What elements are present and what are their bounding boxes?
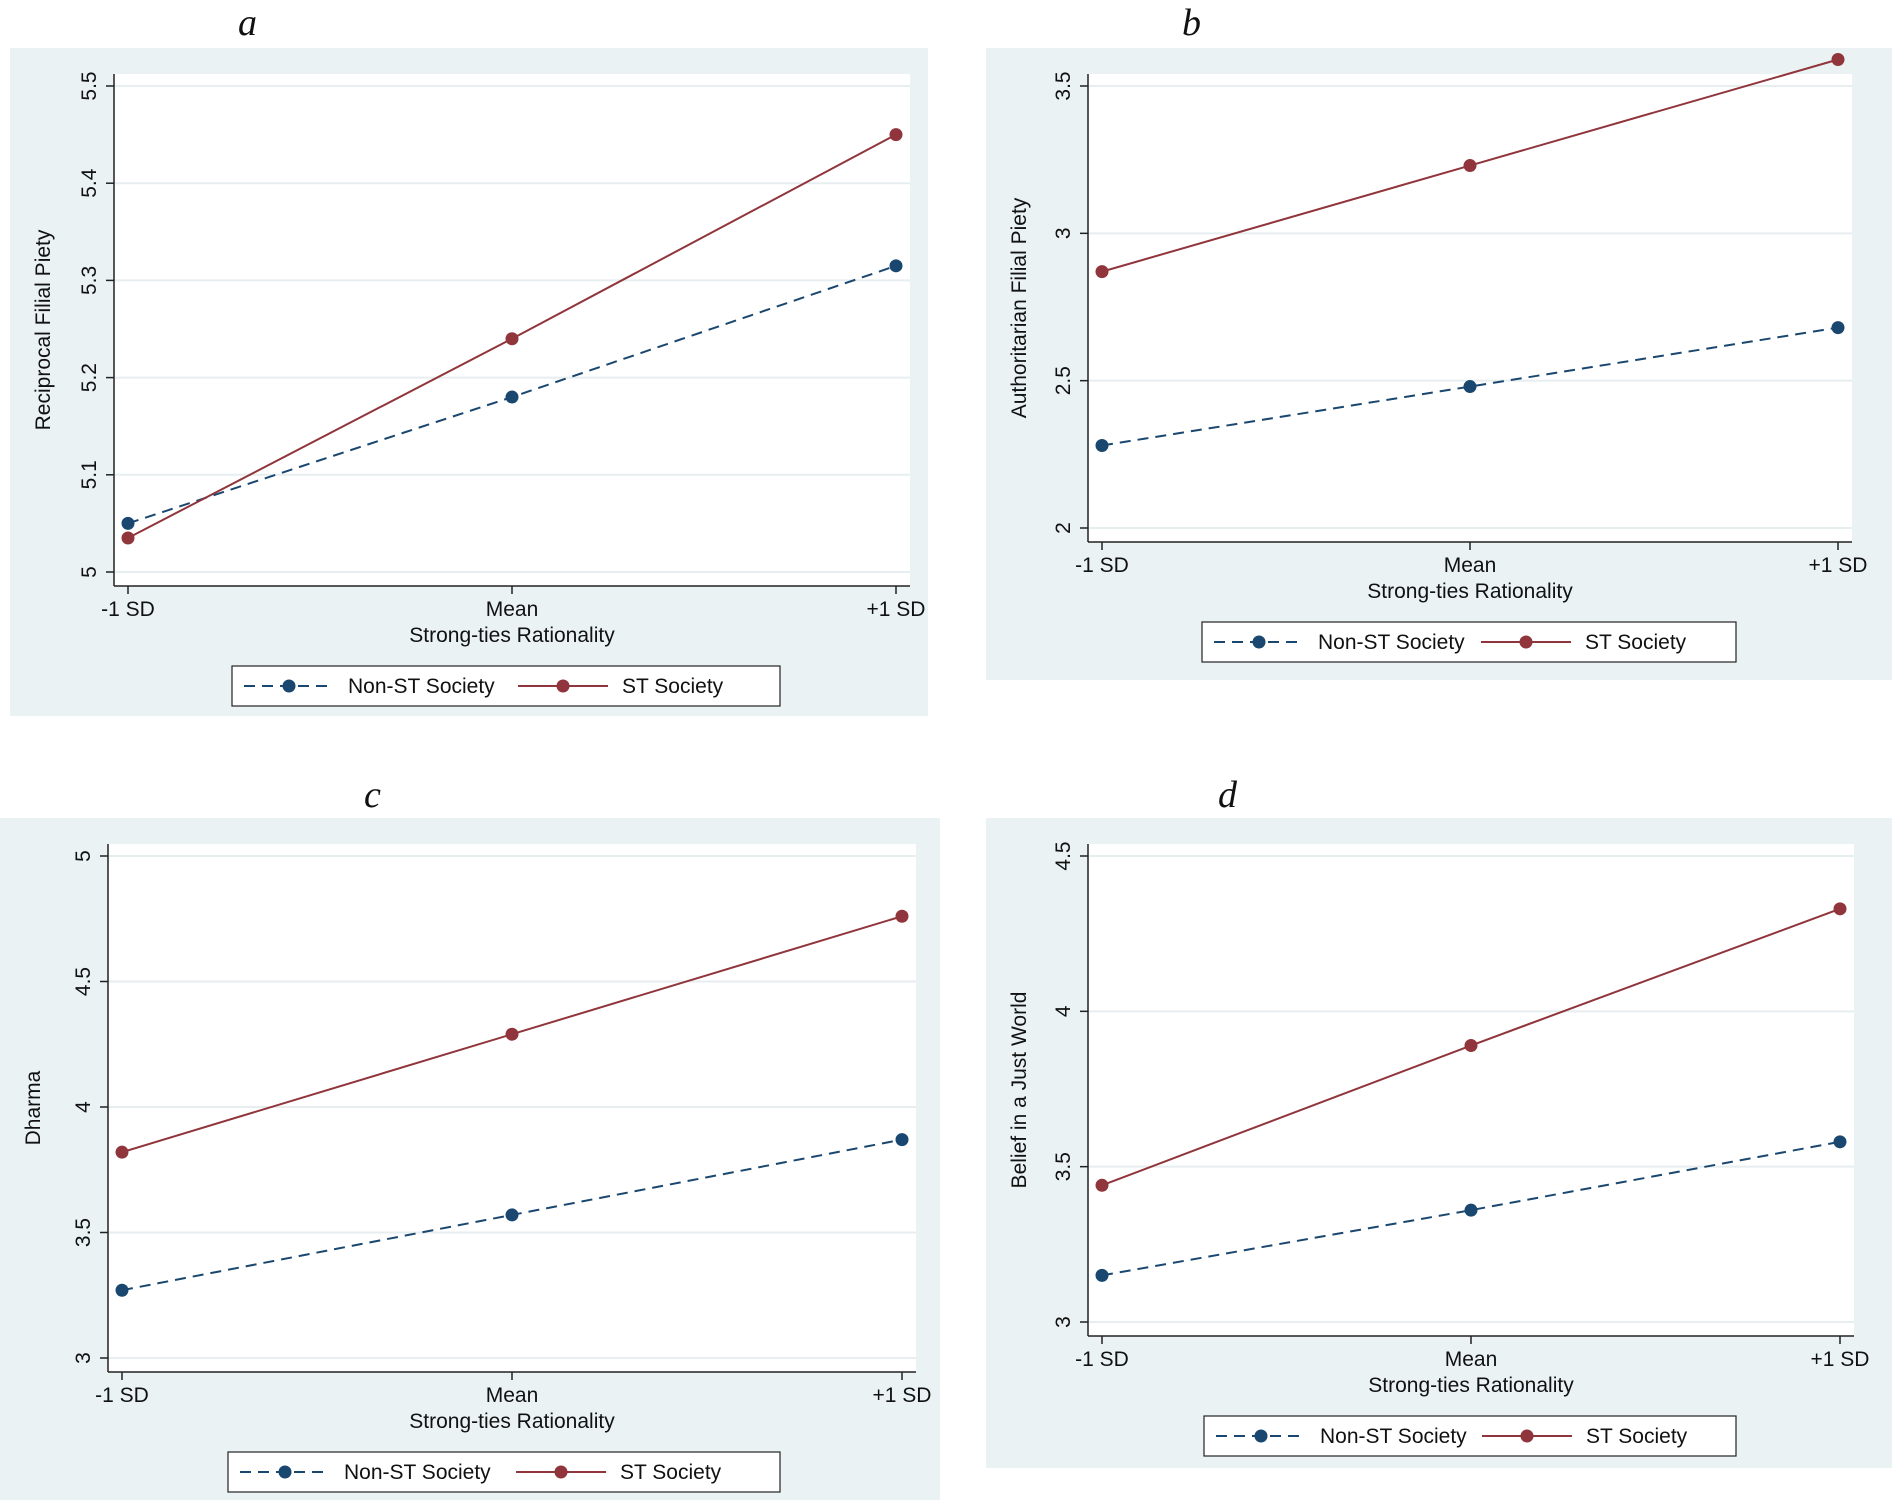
legend-label-st: ST Society	[1586, 1425, 1688, 1448]
y-tick-label: 4.5	[1052, 841, 1075, 870]
y-tick-label: 4.5	[72, 967, 95, 996]
y-tick-label: 5.2	[78, 363, 101, 392]
legend-marker	[1252, 635, 1266, 649]
chart-panel-a: 5 5.1 5.2 5.3 5.4 5.5 -1 SD Mean +1 SD Strong-tie…	[10, 48, 928, 716]
data-point-st	[1463, 159, 1477, 173]
data-point-non-st	[889, 259, 903, 273]
legend-label-non-st: Non-ST Society	[1318, 631, 1465, 654]
y-tick-label: 4	[72, 1101, 95, 1113]
x-tick-label: +1 SD	[867, 598, 926, 621]
legend-marker	[278, 1465, 292, 1479]
y-tick-label: 2.5	[1052, 366, 1075, 395]
legend-marker	[1519, 635, 1533, 649]
data-point-st	[1833, 902, 1847, 916]
data-point-st	[1095, 1178, 1109, 1192]
data-point-non-st	[1463, 380, 1477, 394]
data-point-st	[505, 1027, 519, 1041]
y-axis-title: Belief in a Just World	[1008, 992, 1031, 1189]
chart-panel-d: 3 3.5 4 4.5 -1 SD Mean +1 SD Strong-ties Ration…	[986, 818, 1892, 1468]
x-tick-label: -1 SD	[1075, 1348, 1129, 1371]
data-point-non-st	[121, 516, 135, 530]
y-tick-label: 3.5	[1052, 71, 1075, 100]
legend-marker	[1254, 1429, 1268, 1443]
data-point-non-st	[115, 1283, 129, 1297]
data-point-non-st	[1095, 438, 1109, 452]
data-point-non-st	[1833, 1135, 1847, 1149]
y-tick-label: 5.1	[78, 460, 101, 489]
y-tick-label: 3.5	[72, 1218, 95, 1247]
series-line-non-st	[1101, 326, 1839, 447]
x-tick-label: +1 SD	[1809, 554, 1868, 577]
x-axis-title: Strong-ties Rationality	[409, 1410, 615, 1433]
legend-label-non-st: Non-ST Society	[348, 675, 495, 698]
legend-marker	[1520, 1429, 1534, 1443]
x-tick-label: Mean	[1444, 554, 1497, 577]
plot-area	[1088, 74, 1852, 542]
legend-label-st: ST Society	[620, 1461, 722, 1484]
x-axis-title: Strong-ties Rationality	[1367, 580, 1573, 603]
y-tick-label: 5.4	[78, 168, 101, 198]
data-point-st	[889, 128, 903, 142]
panel-letter-b: b	[1182, 2, 1201, 44]
x-tick-label: Mean	[1445, 1348, 1498, 1371]
legend-marker	[282, 679, 296, 693]
data-point-non-st	[1831, 321, 1845, 335]
chart-panel-c: 3 3.5 4 4.5 5 -1 SD Mean +1 SD Strong-ties Ratio…	[0, 818, 940, 1500]
y-tick-label: 5	[72, 850, 95, 862]
y-axis-title: Reciprocal Filial Piety	[32, 229, 55, 430]
data-point-st	[121, 531, 135, 545]
data-point-st	[1831, 52, 1845, 66]
data-point-st	[1095, 265, 1109, 279]
legend-marker	[556, 679, 570, 693]
y-tick-label: 3.5	[1052, 1152, 1075, 1181]
data-point-st	[1464, 1039, 1478, 1053]
x-tick-label: -1 SD	[1075, 554, 1129, 577]
legend-label-st: ST Society	[1585, 631, 1687, 654]
data-point-non-st	[505, 390, 519, 404]
y-tick-label: 3	[72, 1352, 95, 1364]
legend-label-non-st: Non-ST Society	[1320, 1425, 1467, 1448]
data-point-non-st	[1464, 1203, 1478, 1217]
y-tick-label: 2	[1052, 522, 1075, 534]
legend-label-st: ST Society	[622, 675, 724, 698]
data-point-non-st	[505, 1208, 519, 1222]
y-tick-label: 5.3	[78, 266, 101, 295]
x-axis-title: Strong-ties Rationality	[409, 624, 615, 647]
data-point-non-st	[1095, 1268, 1109, 1282]
chart-panel-b: 2 2.5 3 3.5 -1 SD Mean +1 SD Strong-ties Ration…	[986, 48, 1892, 680]
x-tick-label: -1 SD	[95, 1384, 149, 1407]
y-tick-label: 3	[1052, 1316, 1075, 1328]
y-tick-label: 4	[1052, 1005, 1075, 1017]
data-point-non-st	[895, 1133, 909, 1147]
y-tick-label: 3	[1052, 227, 1075, 239]
legend-marker	[554, 1465, 568, 1479]
x-tick-label: Mean	[486, 598, 539, 621]
data-point-st	[895, 909, 909, 923]
panel-letter-c: c	[364, 774, 381, 816]
plot-area	[114, 74, 910, 586]
x-tick-label: -1 SD	[101, 598, 155, 621]
y-axis-title: Dharma	[22, 1070, 45, 1145]
data-point-st	[505, 332, 519, 346]
x-tick-label: +1 SD	[1811, 1348, 1870, 1371]
panel-letter-a: a	[238, 2, 257, 44]
plot-area	[1088, 844, 1854, 1336]
panel-letter-d: d	[1218, 774, 1237, 816]
y-tick-label: 5	[78, 566, 101, 578]
data-point-st	[115, 1145, 129, 1159]
x-tick-label: Mean	[486, 1384, 539, 1407]
legend-label-non-st: Non-ST Society	[344, 1461, 491, 1484]
x-axis-title: Strong-ties Rationality	[1368, 1374, 1574, 1397]
y-tick-label: 5.5	[78, 71, 101, 100]
x-tick-label: +1 SD	[873, 1384, 932, 1407]
y-axis-title: Authoritarian Filial Piety	[1008, 197, 1031, 418]
